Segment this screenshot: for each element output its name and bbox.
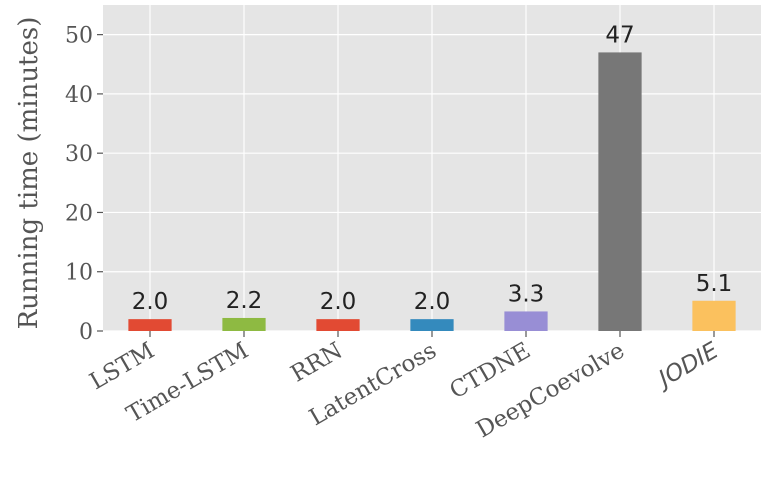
grid-lines xyxy=(103,5,761,332)
bar-time-lstm xyxy=(222,317,266,331)
bar-rrn xyxy=(316,319,360,331)
x-category-label: JODIE xyxy=(651,337,723,394)
bar-lstm xyxy=(128,319,172,331)
y-tick-label: 30 xyxy=(65,142,93,167)
y-axis-label: Running time (minutes) xyxy=(14,17,44,330)
y-tick-label: 0 xyxy=(79,320,93,345)
bar-deepcoevolve xyxy=(598,52,642,331)
y-tick-label: 20 xyxy=(65,201,93,226)
value-labels: 2.0 2.2 2.0 2.0 3.3 47 5.1 xyxy=(132,22,733,315)
bar-latentcross xyxy=(410,319,454,331)
x-axis-ticks xyxy=(149,331,715,337)
y-tick-label: 40 xyxy=(65,83,93,108)
value-label: 47 xyxy=(605,22,634,48)
value-label: 2.0 xyxy=(414,289,451,315)
y-tick-label: 10 xyxy=(65,261,93,286)
x-category-label: RRN xyxy=(287,338,347,388)
y-tick-label: 50 xyxy=(65,24,93,49)
bar-jodie xyxy=(692,300,736,331)
x-category-label: LSTM xyxy=(85,338,159,395)
value-label: 5.1 xyxy=(696,271,733,297)
bar-ctdne xyxy=(504,311,548,331)
value-label: 2.0 xyxy=(320,289,357,315)
value-label: 2.0 xyxy=(132,289,169,315)
bars xyxy=(128,52,736,331)
value-label: 2.2 xyxy=(226,288,263,314)
y-axis-ticks: 0 10 20 30 40 50 xyxy=(65,24,103,345)
value-label: 3.3 xyxy=(508,281,545,307)
